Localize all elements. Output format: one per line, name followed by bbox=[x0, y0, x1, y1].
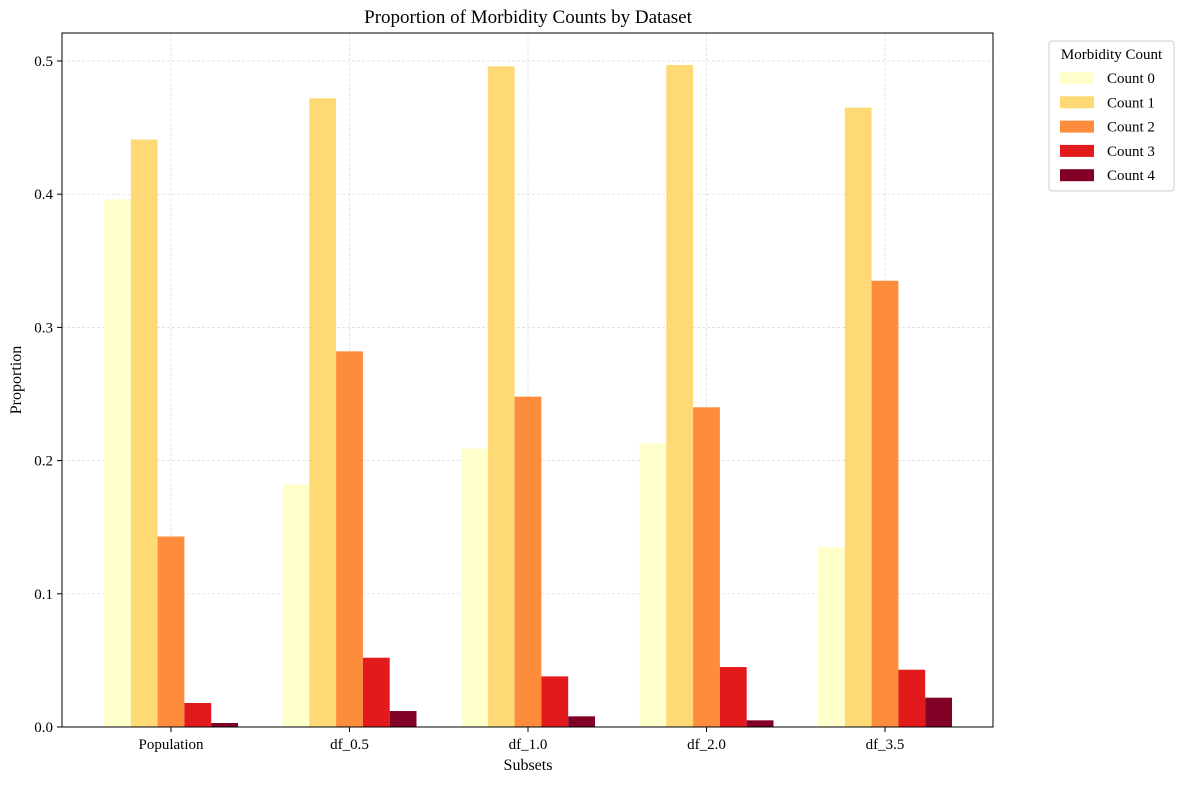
legend-label: Count 2 bbox=[1107, 120, 1155, 136]
legend-swatch bbox=[1060, 169, 1094, 182]
bar-count-0-df-2-0 bbox=[639, 443, 667, 727]
y-tick-label: 0.3 bbox=[34, 320, 53, 336]
bar-count-4-df-0-5 bbox=[389, 711, 417, 727]
y-axis-label: Proportion bbox=[8, 346, 25, 414]
bar-count-0-df-3-5 bbox=[818, 547, 845, 727]
x-axis: Population df_0.5 df_1.0 df_2.0 df_3.5 bbox=[138, 727, 904, 753]
bar-count-1-df-0-5 bbox=[309, 98, 337, 727]
y-tick-label: 0.4 bbox=[34, 187, 53, 203]
bar-count-3-df-3-5 bbox=[898, 669, 926, 727]
bar-count-4-df-3-5 bbox=[925, 697, 952, 727]
bar-count-2-df-3-5 bbox=[871, 280, 899, 727]
bar-count-2-population bbox=[157, 536, 185, 727]
legend-title: Morbidity Count bbox=[1061, 47, 1163, 63]
bar-count-2-df-1-0 bbox=[514, 396, 542, 727]
bar-count-4-population bbox=[211, 723, 238, 727]
chart-title: Proportion of Morbidity Counts by Datase… bbox=[364, 7, 692, 28]
y-tick-label: 0.0 bbox=[34, 720, 53, 736]
y-axis: 0.0 0.1 0.2 0.3 0.4 0.5 bbox=[34, 54, 62, 736]
bar-count-4-df-1-0 bbox=[568, 716, 595, 727]
bar-count-1-population bbox=[130, 139, 158, 727]
bar-count-0-df-0-5 bbox=[282, 484, 310, 727]
bar-count-1-df-3-5 bbox=[844, 107, 872, 727]
bars bbox=[104, 64, 952, 728]
legend-swatch bbox=[1060, 96, 1094, 109]
x-tick-label: df_1.0 bbox=[509, 737, 548, 753]
legend: Morbidity Count Count 0 Count 1 Count 2 Cou… bbox=[1048, 40, 1175, 192]
bar-count-0-population bbox=[104, 199, 131, 727]
x-tick-label: df_2.0 bbox=[687, 737, 726, 753]
bar-count-3-df-0-5 bbox=[362, 657, 390, 727]
bar-count-0-df-1-0 bbox=[461, 448, 488, 727]
y-tick-label: 0.2 bbox=[34, 454, 53, 470]
legend-swatch bbox=[1060, 144, 1094, 157]
bar-count-4-df-2-0 bbox=[746, 720, 774, 727]
x-tick-label: df_3.5 bbox=[866, 737, 905, 753]
legend-label: Count 1 bbox=[1107, 95, 1155, 111]
y-tick-label: 0.5 bbox=[34, 54, 53, 70]
legend-swatch bbox=[1060, 72, 1094, 84]
bar-count-3-df-1-0 bbox=[541, 676, 569, 727]
legend-swatch bbox=[1060, 120, 1094, 133]
bar-count-1-df-1-0 bbox=[487, 66, 515, 728]
x-axis-label: Subsets bbox=[504, 757, 553, 774]
legend-label: Count 3 bbox=[1107, 144, 1155, 160]
x-tick-label: df_0.5 bbox=[330, 737, 369, 753]
bar-count-3-population bbox=[184, 703, 212, 727]
bar-count-2-df-2-0 bbox=[693, 407, 720, 727]
bar-count-3-df-2-0 bbox=[719, 667, 747, 727]
bar-count-1-df-2-0 bbox=[666, 64, 694, 727]
legend-label: Count 4 bbox=[1107, 168, 1155, 184]
bar-count-2-df-0-5 bbox=[336, 351, 363, 727]
legend-label: Count 0 bbox=[1107, 71, 1155, 87]
y-tick-label: 0.1 bbox=[34, 587, 53, 603]
x-tick-label: Population bbox=[138, 737, 204, 753]
